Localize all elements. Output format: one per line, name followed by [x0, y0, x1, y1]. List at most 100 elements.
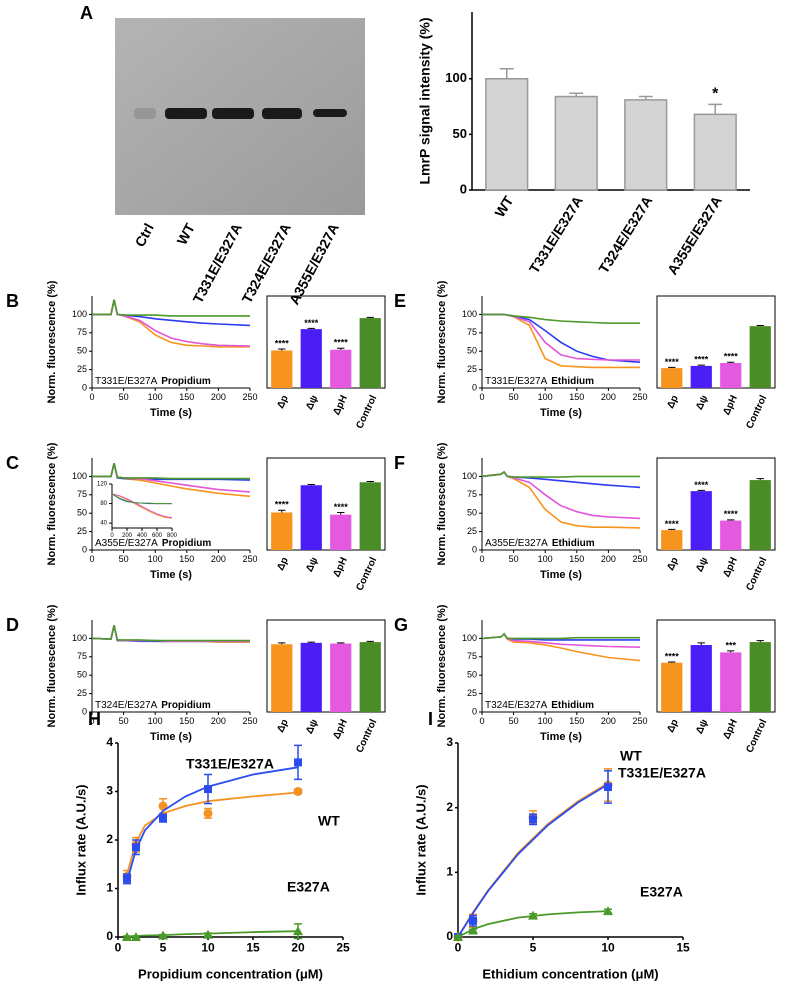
- category-label: Control: [744, 718, 769, 755]
- bar: [330, 349, 352, 388]
- panel-letter: D: [6, 615, 19, 635]
- y-tick-label: 4: [106, 735, 113, 749]
- x-axis-label: Time (s): [540, 407, 582, 419]
- x-tick-label: 0: [89, 392, 94, 402]
- panel-letter: B: [6, 291, 19, 311]
- marker: [294, 758, 302, 767]
- y-tick-label: 25: [467, 688, 477, 698]
- bar: [330, 643, 352, 712]
- category-label: Δψ: [304, 556, 320, 574]
- x-axis-label: Time (s): [540, 569, 582, 581]
- error-bar: [337, 642, 345, 644]
- x-axis-label: Propidium concentration (μM): [138, 966, 323, 981]
- panel-letter: C: [6, 453, 19, 473]
- significance: ****: [304, 318, 319, 328]
- y-tick-label: 25: [77, 526, 87, 536]
- series-label: E327A: [640, 884, 683, 900]
- error-bar: [278, 348, 286, 351]
- series-line: [91, 625, 250, 642]
- marker: [469, 916, 477, 925]
- x-tick-label: 50: [119, 554, 129, 564]
- x-tick-label: 200: [601, 554, 616, 564]
- x-axis-label: Time (s): [150, 731, 192, 743]
- series-line: [482, 313, 640, 324]
- y-tick-label: 100: [445, 70, 467, 85]
- series-line: [481, 470, 641, 520]
- y-tick-label: 50: [453, 126, 467, 141]
- series-line: [481, 632, 640, 640]
- error-bar: [668, 366, 676, 369]
- error-bar: [307, 483, 315, 486]
- y-tick-label: 0: [82, 706, 87, 716]
- x-tick-label: 800: [167, 533, 178, 539]
- bar: [720, 520, 742, 550]
- strain: T331E/E327A: [95, 376, 158, 387]
- error-bar: [668, 661, 676, 663]
- y-tick-label: 0: [82, 544, 87, 554]
- series-label: WT: [318, 813, 340, 829]
- x-axis-label: Time (s): [540, 731, 582, 743]
- condition-label: T331E/E327A Propidium: [95, 376, 211, 387]
- y-axis-label: Norm. fluorescence (%): [436, 442, 448, 565]
- error-bar: [337, 511, 345, 515]
- x-tick-label: 150: [569, 554, 584, 564]
- bar: [690, 365, 712, 388]
- error-bar: [499, 67, 514, 79]
- x-tick-label: 150: [179, 716, 194, 726]
- dye: Propidium: [161, 376, 211, 387]
- y-tick-label: 75: [77, 327, 87, 337]
- category-label: WT: [491, 193, 516, 220]
- y-tick-label: 0: [460, 181, 467, 196]
- y-tick-label: 3: [446, 735, 453, 749]
- error-bar: [668, 528, 676, 531]
- error-bar: [278, 642, 286, 645]
- condition-label: T324E/E327A Ethidium: [485, 700, 594, 711]
- marker: [204, 785, 212, 794]
- significance: ****: [334, 338, 349, 348]
- marker: [203, 929, 213, 939]
- y-tick-label: 50: [467, 670, 477, 680]
- error-bar: [697, 642, 705, 646]
- bar: [359, 318, 381, 388]
- y-axis-label: Norm. fluorescence (%): [46, 442, 58, 565]
- series-label: WT: [620, 748, 642, 764]
- series-line: [92, 463, 250, 480]
- x-tick-label: 200: [211, 392, 226, 402]
- x-tick-label: 50: [119, 716, 129, 726]
- category-label: Δp: [665, 718, 681, 735]
- condition-label: T324E/E327A Propidium: [95, 700, 211, 711]
- x-tick-label: 200: [211, 716, 226, 726]
- plot-frame: [266, 619, 386, 713]
- y-tick-label: 75: [467, 651, 477, 661]
- y-tick-label: 40: [100, 521, 107, 527]
- panel-letter: E: [394, 291, 406, 311]
- panel-letter: H: [88, 709, 101, 729]
- y-tick-label: 100: [72, 471, 87, 481]
- marker: [468, 925, 478, 935]
- x-tick-label: 0: [479, 392, 484, 402]
- bar: [300, 329, 322, 388]
- bar: [749, 642, 771, 712]
- x-axis-label: Ethidium concentration (μM): [482, 966, 658, 981]
- y-tick-label: 2: [106, 832, 113, 846]
- x-tick-label: 0: [89, 716, 94, 726]
- x-tick-label: 20: [291, 940, 305, 954]
- y-tick-label: 100: [462, 633, 477, 643]
- x-tick-label: 100: [538, 554, 553, 564]
- bar: [271, 512, 293, 550]
- lane-label: WT: [174, 220, 199, 247]
- axis-line: [481, 620, 640, 713]
- series-label: E327A: [287, 879, 330, 895]
- x-tick-label: 250: [632, 392, 647, 402]
- series-line: [111, 493, 173, 519]
- y-tick-label: 2: [446, 800, 453, 814]
- y-tick-label: 50: [467, 346, 477, 356]
- dye: Propidium: [161, 700, 211, 711]
- marker: [131, 932, 141, 941]
- panel-letter: I: [428, 709, 433, 729]
- category-label: Δp: [665, 394, 681, 411]
- condition-label: A355E/E327A Propidium: [95, 538, 211, 549]
- x-tick-label: 0: [115, 940, 122, 954]
- y-axis-label: Norm. fluorescence (%): [46, 604, 58, 727]
- bar: [271, 644, 293, 712]
